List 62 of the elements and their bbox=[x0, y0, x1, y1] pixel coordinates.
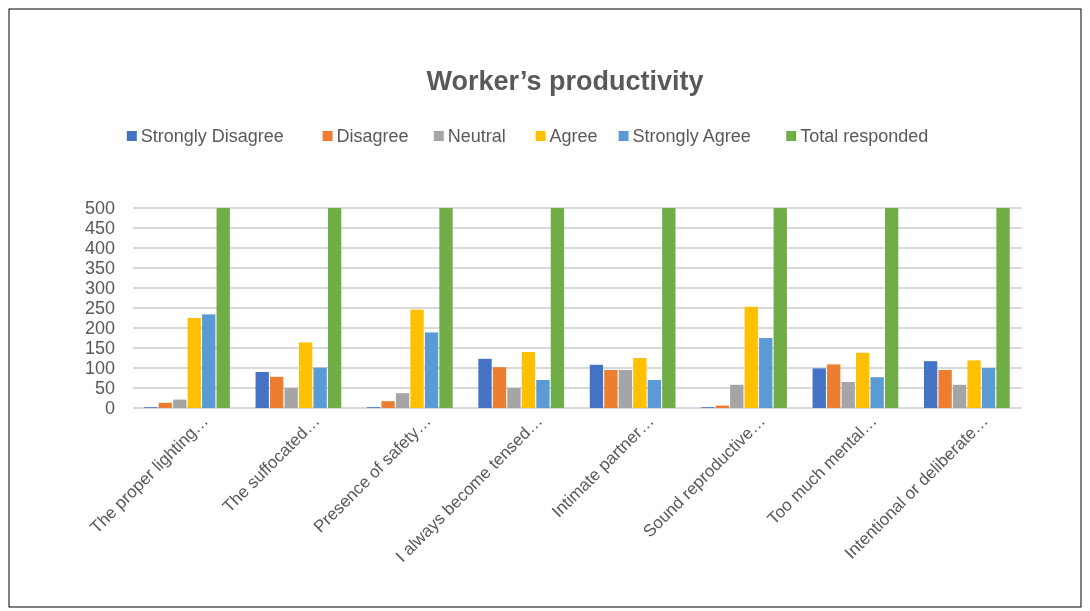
y-tick-label: 500 bbox=[84, 198, 115, 219]
y-tick-label: 350 bbox=[84, 258, 115, 279]
bar bbox=[827, 364, 841, 408]
bar bbox=[216, 208, 230, 408]
y-tick-label: 50 bbox=[94, 378, 115, 399]
bar bbox=[938, 370, 952, 408]
legend-label: Total responded bbox=[800, 126, 929, 146]
bar bbox=[856, 352, 870, 408]
y-tick-label: 200 bbox=[84, 318, 115, 339]
bar bbox=[841, 382, 855, 408]
y-tick-label: 400 bbox=[84, 238, 115, 259]
bar bbox=[439, 208, 453, 408]
bar bbox=[327, 208, 342, 408]
y-tick-label: 450 bbox=[84, 218, 115, 239]
bar bbox=[536, 380, 550, 408]
bar bbox=[647, 380, 662, 408]
bar bbox=[967, 360, 981, 408]
bar bbox=[284, 388, 298, 408]
bar bbox=[870, 377, 884, 408]
legend-label: Strongly Agree bbox=[632, 126, 751, 146]
y-tick-label: 0 bbox=[104, 398, 115, 419]
bar bbox=[507, 388, 521, 408]
bar bbox=[298, 342, 313, 408]
legend-label: Agree bbox=[549, 126, 598, 146]
y-tick-label: 300 bbox=[84, 278, 115, 299]
bar bbox=[730, 384, 744, 408]
bar bbox=[884, 208, 899, 408]
chart-title: Worker’s productivity bbox=[426, 66, 704, 96]
bar bbox=[478, 358, 492, 408]
bar bbox=[395, 393, 410, 408]
bar bbox=[996, 208, 1010, 408]
bar bbox=[158, 402, 172, 408]
bar bbox=[492, 367, 507, 408]
legend-label: Neutral bbox=[447, 126, 506, 146]
bar bbox=[173, 399, 187, 408]
bar bbox=[923, 361, 938, 408]
bar bbox=[521, 352, 536, 408]
bar bbox=[313, 367, 327, 408]
bar bbox=[270, 376, 284, 408]
bar bbox=[773, 208, 787, 408]
bar bbox=[618, 370, 633, 408]
bar bbox=[662, 208, 676, 408]
y-tick-label: 150 bbox=[84, 338, 115, 359]
legend-label: Disagree bbox=[336, 126, 409, 146]
bar bbox=[759, 338, 773, 408]
bar bbox=[812, 368, 826, 408]
bar bbox=[187, 318, 201, 408]
legend-label: Strongly Disagree bbox=[140, 126, 284, 146]
bar bbox=[410, 309, 424, 408]
bar bbox=[952, 384, 967, 408]
y-tick-label: 250 bbox=[84, 298, 115, 319]
bar bbox=[633, 358, 647, 408]
bar bbox=[589, 364, 604, 408]
bar bbox=[424, 332, 439, 408]
bar bbox=[202, 314, 216, 408]
bar bbox=[255, 372, 269, 408]
bar bbox=[981, 368, 996, 408]
bar bbox=[550, 208, 565, 408]
y-tick-label: 100 bbox=[84, 358, 115, 379]
bar bbox=[604, 370, 618, 408]
bar bbox=[381, 401, 395, 408]
bar bbox=[744, 306, 758, 408]
